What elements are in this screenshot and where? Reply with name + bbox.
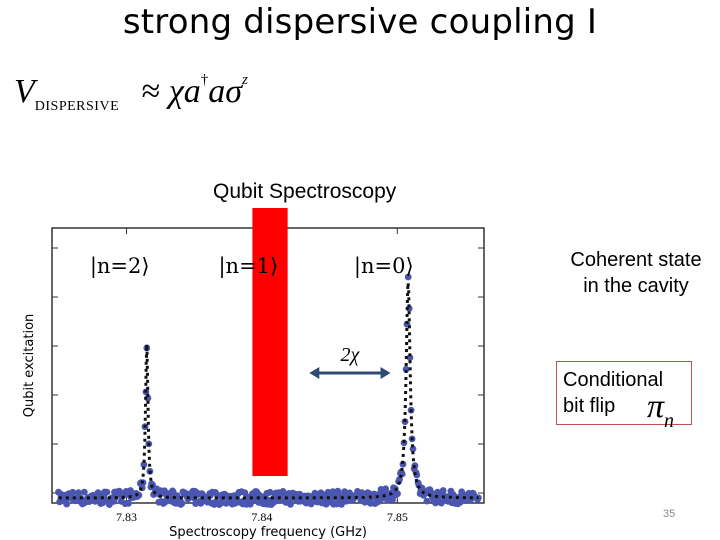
data-point <box>75 489 82 497</box>
chi-arrow-right-head <box>380 367 391 379</box>
state-label-0: |n=2⟩ <box>90 254 150 279</box>
data-point <box>406 354 414 361</box>
formula-z: z <box>242 72 248 88</box>
coherent-line-2: in the cavity <box>583 275 689 297</box>
chart-fit <box>58 282 479 500</box>
slide-title: strong dispersive coupling I <box>122 2 598 42</box>
coherent-line-1: Coherent state <box>570 249 702 271</box>
x-tick-label-1: 7.84 <box>251 510 272 524</box>
conditional-box <box>556 361 692 425</box>
formula-chi: χ <box>168 73 184 110</box>
data-point <box>394 490 401 498</box>
data-point <box>125 499 132 507</box>
data-point <box>266 488 274 496</box>
formula-dagger: † <box>200 72 209 88</box>
page-number: 35 <box>663 508 676 520</box>
formula-a2: a <box>208 73 226 110</box>
state-label-1: |n=1⟩ <box>218 254 278 279</box>
data-point <box>437 499 445 507</box>
data-point <box>423 497 431 505</box>
formula-approx: ≈ <box>141 73 161 110</box>
formula-sigma: σ <box>225 73 243 110</box>
data-point <box>279 488 287 495</box>
data-point <box>95 490 103 497</box>
chart-highlight <box>252 208 288 476</box>
y-axis-label: Qubit excitation <box>22 314 37 418</box>
fit-line <box>58 282 479 500</box>
formula-subscript: DISPERSIVE <box>34 99 120 114</box>
data-point <box>103 488 111 496</box>
chi-arrow-left-head <box>309 367 320 379</box>
formula-rhs: ≈ χa†aσz <box>141 72 248 110</box>
chart-labels: |n=2⟩ |n=1⟩ |n=0⟩ 2χ <box>90 254 414 379</box>
x-tick-label-2: 7.85 <box>387 510 408 524</box>
formula-a1: a <box>183 73 201 110</box>
data-point <box>144 394 152 402</box>
conditional-line-2: bit flip <box>563 395 616 417</box>
coherent-state-label: Coherent state in the cavity <box>554 247 718 299</box>
data-point <box>80 488 88 496</box>
data-point <box>69 488 77 496</box>
data-point <box>358 489 366 497</box>
data-point <box>405 305 413 312</box>
x-tick-label-0: 7.83 <box>116 510 137 524</box>
data-point <box>382 485 389 493</box>
data-point <box>439 487 447 494</box>
data-point <box>402 365 410 373</box>
dispersive-formula: VDISPERSIVE ≈ χa†aσz <box>14 72 248 115</box>
data-point <box>287 501 294 508</box>
data-point <box>246 500 254 508</box>
data-point <box>140 461 148 468</box>
data-point <box>63 500 71 508</box>
data-point <box>404 273 412 281</box>
pi-n-symbol: πn <box>647 388 675 432</box>
formula-lhs: V <box>14 73 35 110</box>
data-point <box>178 499 186 507</box>
conditional-label: Conditional bit flip <box>563 367 663 419</box>
spectroscopy-label: Qubit Spectroscopy <box>213 180 397 203</box>
x-axis-label: Spectroscopy frequency (GHz) <box>169 525 367 540</box>
chi-arrow-label: 2χ <box>341 344 361 366</box>
highlight-band <box>252 208 288 476</box>
state-label-2: |n=0⟩ <box>354 254 414 279</box>
conditional-line-1: Conditional <box>563 369 664 391</box>
